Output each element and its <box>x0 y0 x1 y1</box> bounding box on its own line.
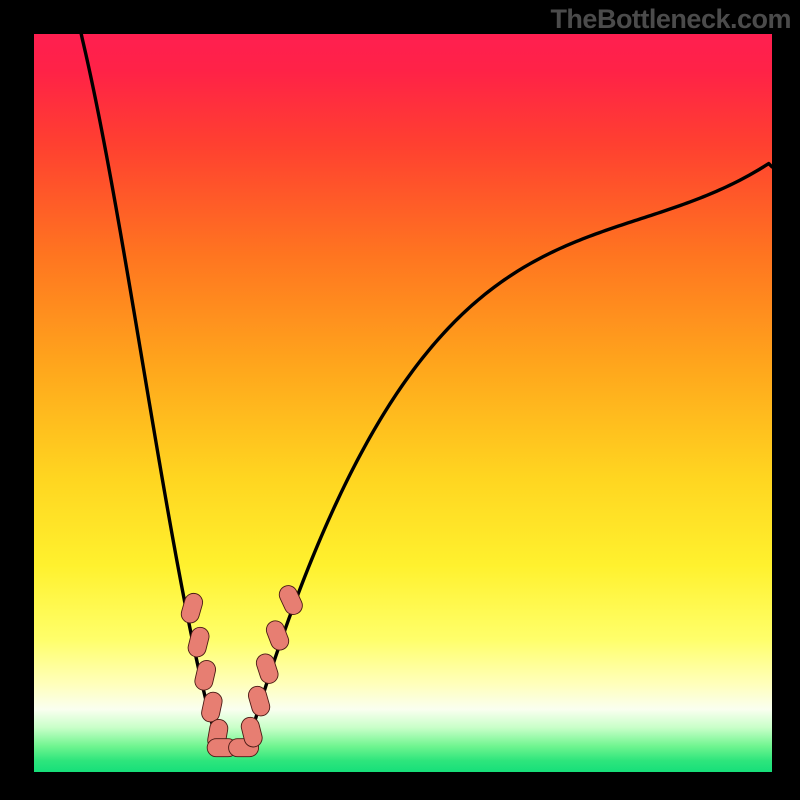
watermark-text: TheBottleneck.com <box>550 4 791 35</box>
curve-path <box>250 164 773 748</box>
curve-marker <box>246 684 272 718</box>
curve-layer <box>0 0 800 800</box>
chart-root: TheBottleneck.com <box>0 0 800 800</box>
